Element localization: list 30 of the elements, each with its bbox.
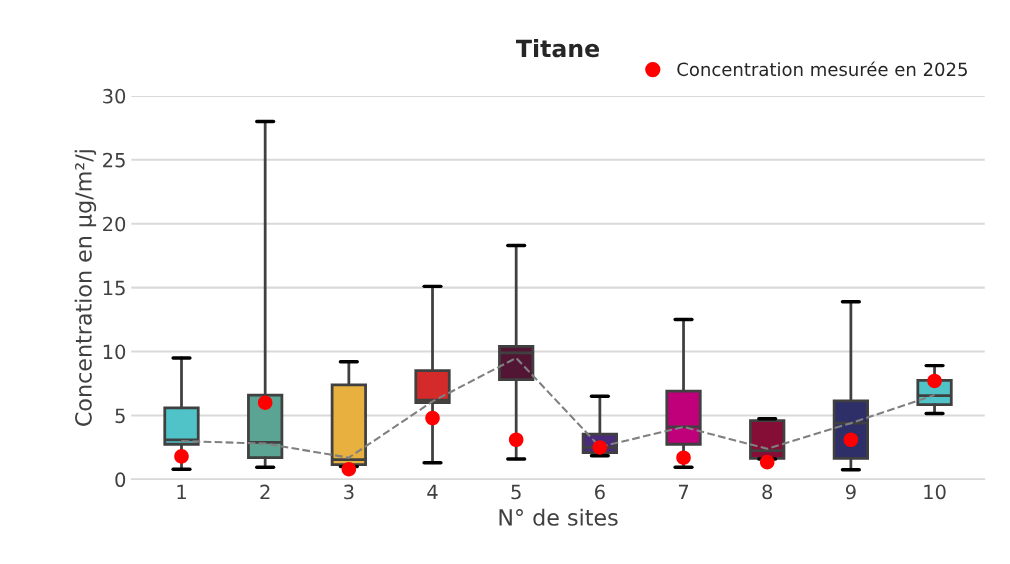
point (508, 432, 524, 448)
y-tick-label: 0 (115, 472, 126, 488)
x-tick-label: 6 (595, 484, 605, 500)
point (927, 373, 942, 389)
point (174, 449, 189, 464)
point (257, 395, 273, 410)
y-tick-label: 20 (103, 216, 126, 232)
chart-title: Titane (516, 39, 599, 58)
point (759, 454, 775, 470)
y-tick-label: 30 (103, 88, 126, 104)
x-tick-label: 8 (762, 484, 773, 500)
legend-label: Concentration mesurée en 2025 (677, 61, 967, 77)
x-tick-label: 5 (511, 484, 521, 500)
point (341, 461, 357, 477)
y-tick-label: 25 (103, 152, 125, 168)
y-axis-title: Concentration en µg/m²/j (74, 150, 97, 426)
y-tick-label: 15 (103, 280, 125, 296)
x-tick-label: 3 (344, 484, 354, 500)
x-tick-label: 1 (177, 484, 186, 500)
x-tick-label: 7 (678, 484, 689, 500)
x-tick-label: 10 (924, 484, 946, 500)
point (843, 432, 859, 448)
point (425, 410, 440, 426)
x-axis-title: N° de sites (499, 508, 618, 526)
point (676, 450, 691, 465)
y-tick-label: 10 (103, 344, 126, 360)
x-tick-label: 2 (260, 484, 270, 500)
y-tick-label: 5 (115, 408, 125, 424)
x-tick-label: 9 (845, 484, 856, 500)
x-tick-label: 4 (427, 484, 438, 500)
